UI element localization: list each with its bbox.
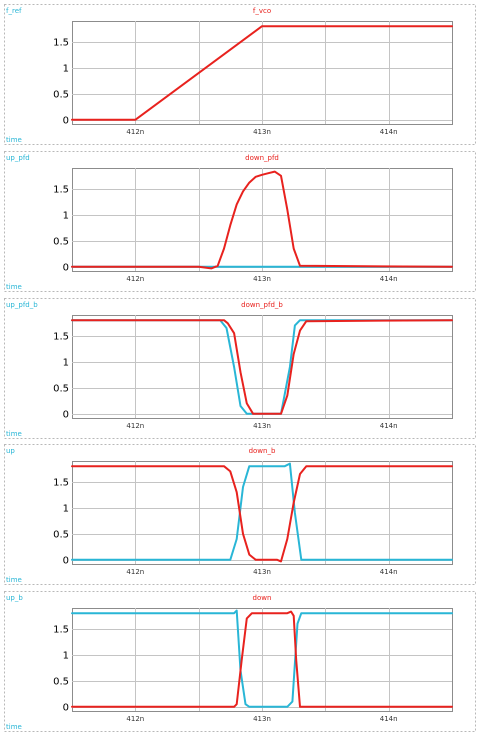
x-axis-label: time [6,430,22,438]
panel-frame [4,444,476,585]
waveform-trace [71,170,453,270]
panel-frame [4,591,476,732]
x-tick-label: 412n [126,715,144,723]
waveform-trace [71,462,453,561]
y-tick-label: 1 [63,357,69,368]
waveform-trace [71,319,453,415]
panel-frame [4,4,476,145]
x-axis-label: time [6,136,22,144]
y-tick-label: 1.5 [53,624,69,635]
waveform-trace [71,465,453,563]
x-tick-label: 414n [380,715,398,723]
x-tick-label: 413n [253,715,271,723]
signal-label-right: down_pfd [245,154,279,162]
y-tick-label: 1.5 [53,477,69,488]
waveform-panel: 0 0.5 1 1.5 412n 413n 414n up_b down time [4,591,476,732]
waveform-trace [71,610,453,708]
signal-label-left: up_b [6,594,23,602]
x-tick-label: 413n [253,422,271,430]
x-axis-label: time [6,576,22,584]
signal-label-right: down_b [249,447,276,455]
waveform-trace [71,609,453,708]
waveform-panel: 0 0.5 1 1.5 412n 413n 414n up_pfd_b down_pfd_bti… [4,298,476,439]
y-tick-label: 1 [63,503,69,514]
x-tick-label: 412n [126,275,144,283]
y-tick-label: 0 [63,409,69,420]
x-tick-label: 413n [253,568,271,576]
x-tick-label: 414n [380,128,398,136]
x-tick-label: 412n [126,568,144,576]
signal-label-right: down_pfd_b [241,301,283,309]
y-tick-label: 0 [63,262,69,273]
panel-frame [4,298,476,439]
y-tick-label: 0.5 [53,89,69,100]
x-tick-label: 414n [380,422,398,430]
x-axis-label: time [6,283,22,291]
x-axis-label: time [6,723,22,731]
y-tick-label: 0.5 [53,236,69,247]
x-tick-label: 414n [380,275,398,283]
waveform-trace [71,25,453,121]
y-tick-label: 0 [63,702,69,713]
y-tick-label: 1 [63,63,69,74]
y-tick-label: 0 [63,555,69,566]
signal-label-left: up [6,447,15,455]
waveform-trace [71,319,453,415]
y-tick-label: 1 [63,210,69,221]
signal-label-right: f_vco [253,7,271,15]
x-tick-label: 412n [126,422,144,430]
x-tick-label: 413n [253,128,271,136]
y-tick-label: 1.5 [53,37,69,48]
y-tick-label: 0 [63,115,69,126]
y-tick-label: 1 [63,650,69,661]
x-tick-label: 413n [253,275,271,283]
x-tick-label: 412n [126,128,144,136]
signal-label-left: up_pfd_b [6,301,38,309]
signal-label-right: down [253,594,272,602]
y-tick-label: 0.5 [53,676,69,687]
y-tick-label: 1.5 [53,184,69,195]
y-tick-label: 0.5 [53,529,69,540]
signal-label-left: f_ref [6,7,22,15]
x-tick-label: 414n [380,568,398,576]
signal-label-left: up_pfd [6,154,30,162]
y-tick-label: 1.5 [53,331,69,342]
panel-frame [4,151,476,292]
y-tick-label: 0.5 [53,383,69,394]
